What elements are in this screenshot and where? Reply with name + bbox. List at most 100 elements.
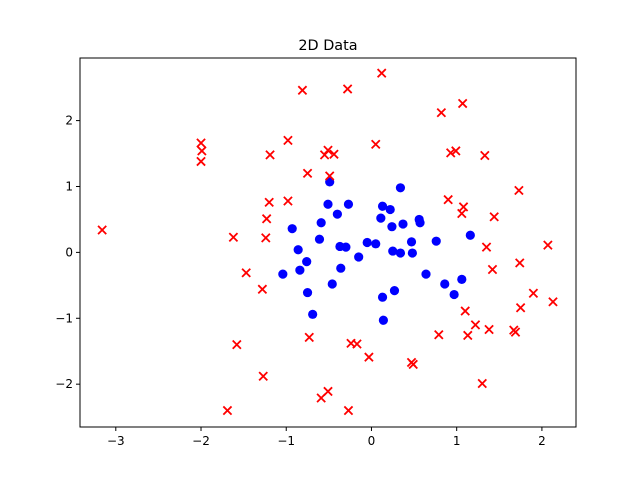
red-x-point xyxy=(323,145,333,155)
blue-circle-point xyxy=(376,213,386,223)
blue-circle-point xyxy=(387,222,397,232)
red-x-point xyxy=(329,149,339,159)
blue-circle-point xyxy=(395,183,406,193)
red-x-point xyxy=(258,371,268,381)
red-x-point xyxy=(489,212,499,222)
blue-circle-point xyxy=(457,274,467,284)
blue-circle-point xyxy=(389,286,400,296)
y-tick-label: 2 xyxy=(65,114,73,128)
red-x-point xyxy=(222,405,233,416)
red-x-point xyxy=(264,197,274,208)
blue-circle-point xyxy=(336,263,346,273)
red-x-point xyxy=(434,330,444,340)
axis-ticks: −3 −2 −1 0 1 2 −2 −1 0 1 2 xyxy=(55,114,545,448)
x-tick-label: −2 xyxy=(192,434,210,448)
blue-circle-point xyxy=(421,269,431,279)
red-x-point xyxy=(97,225,107,235)
red-x-point xyxy=(515,302,526,313)
red-x-point xyxy=(548,297,558,307)
blue-circle-point xyxy=(440,279,450,289)
blue-circle-point xyxy=(385,204,395,215)
blue-circle-point xyxy=(395,248,406,258)
series-x xyxy=(97,68,558,416)
red-x-point xyxy=(515,258,525,268)
blue-circle-point xyxy=(302,257,312,267)
red-x-point xyxy=(436,107,447,118)
blue-circle-point xyxy=(314,234,325,244)
red-x-point xyxy=(197,146,207,156)
blue-circle-point xyxy=(325,177,335,187)
red-x-point xyxy=(487,264,498,275)
blue-circle-point xyxy=(302,287,313,298)
blue-circle-point xyxy=(407,248,417,258)
red-x-point xyxy=(514,185,524,196)
red-x-point xyxy=(265,150,275,160)
red-x-point xyxy=(457,208,467,219)
y-tick-label: −1 xyxy=(55,311,73,325)
blue-circle-point xyxy=(406,237,417,247)
red-x-point xyxy=(302,168,313,179)
red-x-point xyxy=(283,135,293,146)
red-x-point xyxy=(304,332,314,343)
blue-circle-point xyxy=(431,236,441,246)
red-x-point xyxy=(283,196,293,206)
blue-circle-point xyxy=(415,218,425,228)
red-x-point xyxy=(297,85,308,96)
red-x-point xyxy=(257,284,268,295)
red-x-point xyxy=(376,68,387,78)
red-x-point xyxy=(480,150,490,161)
x-tick-label: −1 xyxy=(277,434,295,448)
red-x-point xyxy=(510,327,521,337)
red-x-point xyxy=(228,232,239,242)
red-x-point xyxy=(477,378,487,389)
red-x-point xyxy=(343,405,354,416)
blue-circle-point xyxy=(323,199,333,209)
red-x-point xyxy=(323,386,333,397)
red-x-point xyxy=(528,288,539,298)
blue-circle-point xyxy=(378,315,388,325)
blue-circle-point xyxy=(371,239,381,249)
red-x-point xyxy=(443,194,453,205)
blue-circle-point xyxy=(316,218,326,228)
red-x-point xyxy=(457,98,468,109)
blue-circle-point xyxy=(388,246,398,256)
red-x-point xyxy=(458,202,469,212)
red-x-point xyxy=(232,339,242,350)
red-x-point xyxy=(196,156,206,167)
blue-circle-point xyxy=(465,230,475,240)
blue-circle-point xyxy=(343,199,354,209)
blue-circle-point xyxy=(398,219,408,229)
blue-circle-point xyxy=(341,242,351,252)
plot-area xyxy=(97,68,558,416)
blue-circle-point xyxy=(278,269,288,279)
red-x-point xyxy=(364,352,374,362)
x-tick-label: −3 xyxy=(107,434,125,448)
red-x-point xyxy=(241,268,251,278)
blue-circle-point xyxy=(308,309,318,319)
blue-circle-point xyxy=(377,201,388,211)
blue-circle-point xyxy=(332,209,342,219)
blue-circle-point xyxy=(327,279,337,289)
red-x-point xyxy=(352,339,362,349)
red-x-point xyxy=(484,324,494,335)
red-x-point xyxy=(543,240,553,250)
blue-circle-point xyxy=(362,237,372,248)
x-tick-label: 1 xyxy=(453,434,461,448)
red-x-point xyxy=(324,171,335,181)
y-tick-label: 1 xyxy=(65,179,73,193)
red-x-point xyxy=(342,84,353,94)
red-x-point xyxy=(470,320,481,330)
blue-circle-point xyxy=(293,245,303,255)
red-x-point xyxy=(196,138,206,148)
blue-circle-point xyxy=(295,265,305,275)
y-tick-label: 0 xyxy=(65,245,73,259)
red-x-point xyxy=(408,359,418,370)
x-tick-label: 2 xyxy=(538,434,546,448)
red-x-point xyxy=(445,148,456,158)
series-circle xyxy=(278,177,475,325)
red-x-point xyxy=(261,214,272,224)
y-tick-label: −2 xyxy=(55,377,73,391)
red-x-point xyxy=(451,146,461,156)
red-x-point xyxy=(460,306,470,316)
